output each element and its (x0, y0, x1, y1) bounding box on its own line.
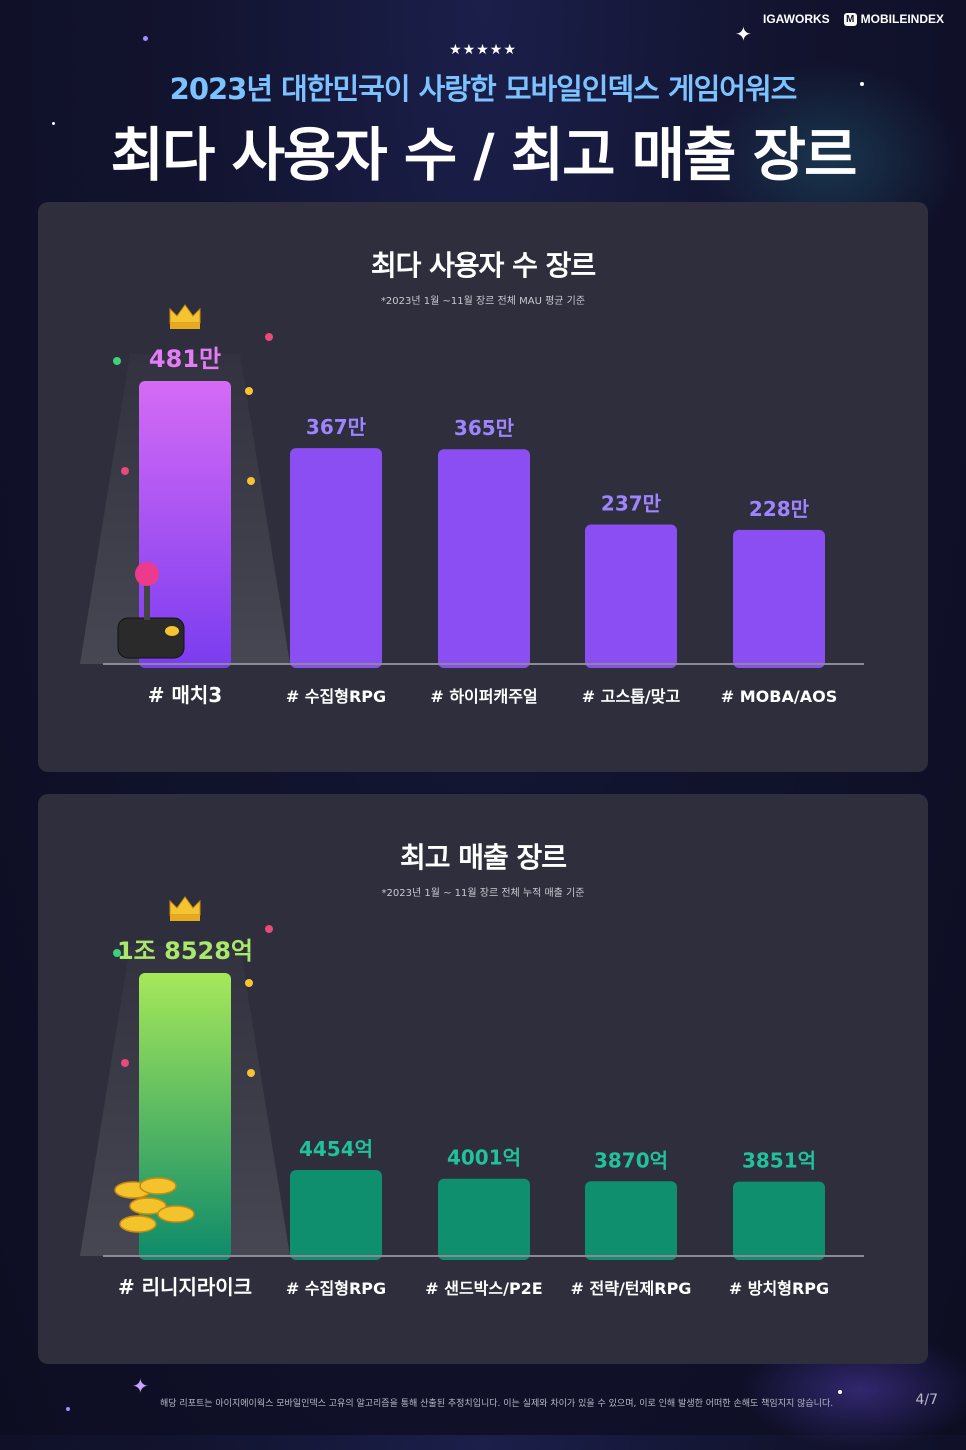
category-label-1: # 수집형RPG (286, 1279, 386, 1298)
igaworks-logo: IGAWORKS (762, 12, 830, 26)
category-label-4: # MOBA/AOS (721, 687, 837, 706)
mau-bar-chart: 481만 # 매치3 367만 # 수집형RPG 365만 # 하이퍼캐주얼 237만 # 고… (80, 304, 864, 707)
confetti-dot (121, 1059, 129, 1067)
bar-1 (290, 448, 382, 668)
confetti-dot (247, 1069, 255, 1077)
value-label-3: 3870억 (594, 1148, 668, 1172)
value-label-1: 367만 (306, 415, 367, 439)
star-dot (66, 1407, 70, 1411)
confetti-dot (113, 949, 121, 957)
category-label-2: # 샌드박스/P2E (425, 1279, 543, 1298)
revenue-bar-chart: 1조 8528억 # 리니지라이크 4454억 # 수집형RPG 4001억 # 샌드박스… (80, 896, 864, 1299)
bar-3 (585, 524, 677, 668)
joystick-icon (117, 617, 185, 659)
value-label-2: 4001억 (447, 1146, 521, 1170)
coin-icon (129, 1197, 167, 1215)
joystick-stick (144, 582, 150, 620)
joystick-button (165, 626, 179, 636)
revenue-genre-panel: 최고 매출 장르 *2023년 1월 ~ 11월 장르 전체 누적 매출 기준 … (38, 794, 928, 1364)
panel-title: 최다 사용자 수 장르 (370, 249, 596, 282)
brand-logos: IGAWORKS M MOBILEINDEX (763, 12, 944, 26)
header-stars: ★★★★★ (449, 42, 517, 58)
confetti-dot (113, 357, 121, 365)
category-label-0: # 매치3 (148, 683, 222, 707)
confetti-dot (265, 925, 273, 933)
star-dot (838, 1390, 842, 1394)
star-dot (860, 82, 864, 86)
value-label-4: 228만 (749, 497, 810, 521)
value-label-4: 3851억 (742, 1149, 816, 1173)
confetti-dot (265, 333, 273, 341)
coin-icon (139, 1177, 177, 1195)
page-number: 4/7 (915, 1392, 938, 1408)
sparkle-icon: ✦ (735, 22, 752, 46)
crown-icon (169, 304, 201, 324)
disclaimer-text: 해당 리포트는 아이지에이웍스 모바일인덱스 고유의 알고리즘을 통해 산출된 … (160, 1399, 834, 1409)
value-label-0: 481만 (149, 345, 221, 373)
value-label-3: 237만 (601, 492, 662, 516)
bar-4 (733, 1181, 825, 1260)
star-dot (143, 36, 148, 41)
value-label-0: 1조 8528억 (117, 937, 253, 965)
category-label-0: # 리니지라이크 (118, 1275, 252, 1299)
sparkle-icon: ✦ (132, 1374, 149, 1398)
confetti-dot (245, 387, 253, 395)
confetti-dot (245, 979, 253, 987)
coin-icon (157, 1205, 195, 1223)
value-label-2: 365만 (454, 416, 515, 440)
category-label-3: # 고스톱/맞고 (582, 687, 681, 706)
bar-2 (438, 1178, 530, 1260)
panel-note: *2023년 1월 ~11월 장르 전체 MAU 평균 기준 (380, 296, 586, 307)
category-label-4: # 방치형RPG (729, 1279, 829, 1298)
confetti-dot (247, 477, 255, 485)
bar-1 (290, 1170, 382, 1260)
crown-band (170, 323, 200, 329)
panel-note: *2023년 1월 ~ 11월 장르 전체 누적 매출 기준 (381, 888, 585, 899)
bar-0 (139, 381, 231, 668)
category-label-1: # 수집형RPG (286, 687, 386, 706)
bar-3 (585, 1181, 677, 1260)
joystick-ball (135, 562, 159, 586)
page-title: 최다 사용자 수 / 최고 매출 장르 (110, 121, 858, 189)
bar-4 (733, 529, 825, 668)
mobileindex-logo: M MOBILEINDEX (843, 12, 944, 26)
star-dot (52, 122, 55, 125)
category-label-3: # 전략/턴제RPG (571, 1279, 692, 1298)
coin-icon (119, 1215, 157, 1233)
mobileindex-icon: M (843, 12, 857, 26)
panel-title: 최고 매출 장르 (399, 841, 567, 874)
crown-icon (169, 896, 201, 916)
crown-band (170, 915, 200, 921)
mau-genre-panel: 최다 사용자 수 장르 *2023년 1월 ~11월 장르 전체 MAU 평균 … (38, 202, 928, 772)
confetti-dot (121, 467, 129, 475)
category-label-2: # 하이퍼캐주얼 (430, 687, 537, 706)
bar-2 (438, 449, 530, 668)
page-subtitle: 2023년 대한민국이 사랑한 모바일인덱스 게임어워즈 (169, 72, 798, 106)
value-label-1: 4454억 (299, 1137, 373, 1161)
